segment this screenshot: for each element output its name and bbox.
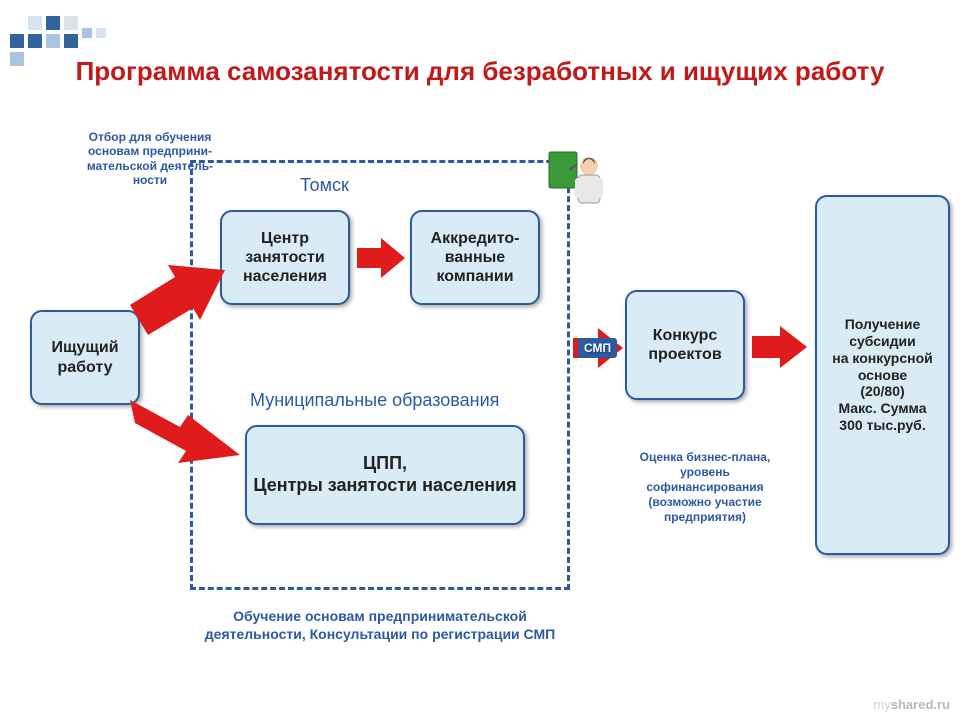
teacher-icon bbox=[545, 148, 615, 218]
page-title: Программа самозанятости для безработных … bbox=[0, 55, 960, 88]
node-contest: Конкурс проектов bbox=[625, 290, 745, 400]
region-tomsk: Томск bbox=[300, 175, 349, 196]
note-evaluation: Оценка бизнес-плана, уровень софинансиро… bbox=[625, 450, 785, 525]
watermark-right: shared.ru bbox=[891, 697, 950, 712]
node-accredited: Аккредито- ванные компании bbox=[410, 210, 540, 305]
note-selection: Отбор для обучения основам предприни- ма… bbox=[85, 130, 215, 188]
arrow-seeker-lower bbox=[130, 385, 245, 475]
smp-badge: СМП bbox=[578, 338, 617, 358]
node-subsidy: Получение субсидии на конкурсной основе … bbox=[815, 195, 950, 555]
node-employment-center: Центр занятости населения bbox=[220, 210, 350, 305]
watermark: myshared.ru bbox=[873, 697, 950, 712]
arrow-seeker-upper bbox=[130, 255, 225, 335]
watermark-left: my bbox=[873, 697, 890, 712]
node-cpp: ЦПП, Центры занятости населения bbox=[245, 425, 525, 525]
node-seeker: Ищущий работу bbox=[30, 310, 140, 405]
region-municipal: Муниципальные образования bbox=[250, 390, 499, 411]
arrow-to-subsidy bbox=[752, 326, 807, 368]
arrow-emp-accredited bbox=[357, 238, 405, 278]
note-training: Обучение основам предпринимательской дея… bbox=[190, 608, 570, 643]
